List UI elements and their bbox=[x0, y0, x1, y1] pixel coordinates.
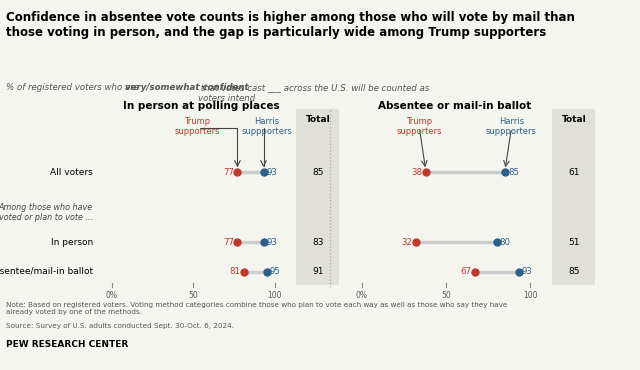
Text: Among those who have
voted or plan to vote ...: Among those who have voted or plan to vo… bbox=[0, 203, 93, 222]
Text: Total: Total bbox=[305, 115, 330, 124]
Text: 100: 100 bbox=[523, 291, 538, 300]
Text: Absentee or mail-in ballot: Absentee or mail-in ballot bbox=[378, 101, 531, 111]
Text: very/somewhat confident: very/somewhat confident bbox=[125, 83, 248, 92]
Text: 67: 67 bbox=[460, 268, 472, 276]
Text: Note: Based on registered voters. Voting method categories combine those who pla: Note: Based on registered voters. Voting… bbox=[6, 302, 508, 314]
Text: 50: 50 bbox=[441, 291, 451, 300]
Text: % of registered voters who are: % of registered voters who are bbox=[6, 83, 142, 92]
Text: 85: 85 bbox=[568, 268, 579, 276]
Text: 0%: 0% bbox=[356, 291, 367, 300]
Text: 93: 93 bbox=[267, 168, 278, 176]
Text: Confidence in absentee vote counts is higher among those who will vote by mail t: Confidence in absentee vote counts is hi… bbox=[6, 11, 575, 39]
Bar bbox=[296, 109, 339, 285]
Text: Harris
suppporters: Harris suppporters bbox=[486, 117, 537, 136]
Text: 93: 93 bbox=[267, 238, 278, 247]
Text: In person: In person bbox=[51, 238, 93, 247]
Text: 61: 61 bbox=[568, 168, 579, 176]
Text: 91: 91 bbox=[312, 268, 323, 276]
Text: 83: 83 bbox=[312, 238, 323, 247]
Text: By absentee/mail-in ballot: By absentee/mail-in ballot bbox=[0, 268, 93, 276]
Bar bbox=[552, 109, 595, 285]
Text: 95: 95 bbox=[270, 268, 281, 276]
Text: Trump
supporters: Trump supporters bbox=[175, 117, 220, 136]
Text: Total: Total bbox=[561, 115, 586, 124]
Text: Source: Survey of U.S. adults conducted Sept. 30-Oct. 6, 2024.: Source: Survey of U.S. adults conducted … bbox=[6, 323, 234, 329]
Text: 0%: 0% bbox=[106, 291, 118, 300]
Text: 38: 38 bbox=[412, 168, 422, 176]
Text: 85: 85 bbox=[508, 168, 519, 176]
Text: 32: 32 bbox=[401, 238, 412, 247]
Text: 77: 77 bbox=[223, 238, 234, 247]
Text: 51: 51 bbox=[568, 238, 579, 247]
Text: Harris
suppporters: Harris suppporters bbox=[241, 117, 292, 136]
Text: 100: 100 bbox=[268, 291, 282, 300]
Text: 80: 80 bbox=[500, 238, 511, 247]
Text: 77: 77 bbox=[223, 168, 234, 176]
Text: 81: 81 bbox=[230, 268, 241, 276]
Text: 50: 50 bbox=[189, 291, 198, 300]
Text: 93: 93 bbox=[522, 268, 532, 276]
Text: Trump
supporters: Trump supporters bbox=[397, 117, 442, 136]
Text: PEW RESEARCH CENTER: PEW RESEARCH CENTER bbox=[6, 340, 129, 349]
Text: 85: 85 bbox=[312, 168, 323, 176]
Text: In person at polling places: In person at polling places bbox=[124, 101, 280, 111]
Text: All voters: All voters bbox=[50, 168, 93, 176]
Text: that votes cast ___ across the U.S. will be counted as
voters intend: that votes cast ___ across the U.S. will… bbox=[198, 83, 429, 102]
